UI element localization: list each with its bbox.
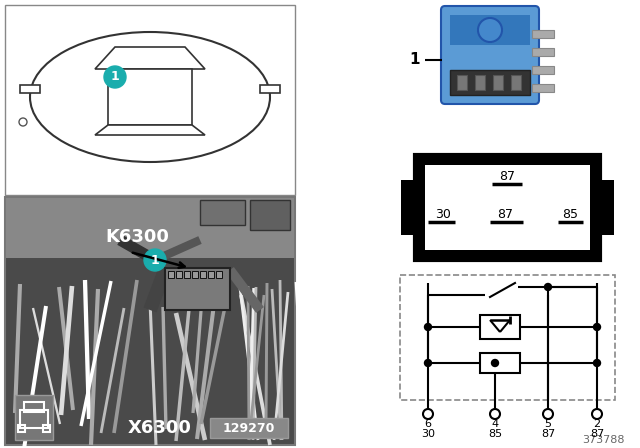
Text: 87: 87 — [499, 171, 515, 184]
Circle shape — [144, 249, 166, 271]
Text: K6300: K6300 — [105, 228, 169, 246]
Bar — [20, 410, 48, 428]
Bar — [493, 75, 503, 90]
Bar — [260, 85, 280, 93]
Text: 1: 1 — [410, 52, 420, 68]
Text: 2: 2 — [593, 419, 600, 429]
Bar — [192, 271, 198, 278]
Text: 1: 1 — [111, 70, 120, 83]
Bar — [457, 75, 467, 90]
Bar — [511, 75, 521, 90]
Circle shape — [492, 359, 499, 366]
Circle shape — [424, 359, 431, 366]
Text: 373788: 373788 — [582, 435, 625, 445]
Bar — [475, 75, 485, 90]
Text: 129270: 129270 — [223, 422, 275, 435]
Bar — [532, 30, 554, 38]
Bar — [5, 5, 295, 195]
Bar — [400, 275, 615, 400]
Bar — [480, 315, 520, 339]
Bar — [24, 402, 44, 412]
Polygon shape — [95, 47, 205, 69]
Bar — [200, 271, 206, 278]
Text: X6300: X6300 — [128, 419, 192, 437]
Text: 30: 30 — [421, 429, 435, 439]
Polygon shape — [95, 125, 205, 135]
Text: 1: 1 — [150, 254, 159, 267]
Bar — [532, 48, 554, 56]
Text: 6: 6 — [424, 419, 431, 429]
Bar — [168, 271, 174, 278]
Bar — [450, 70, 530, 95]
Circle shape — [478, 18, 502, 42]
Circle shape — [424, 323, 431, 331]
Bar — [208, 271, 214, 278]
Circle shape — [545, 284, 552, 290]
Text: 5: 5 — [545, 419, 552, 429]
Text: 87: 87 — [541, 429, 555, 439]
Text: 87: 87 — [590, 429, 604, 439]
Text: 85: 85 — [488, 429, 502, 439]
Circle shape — [543, 409, 553, 419]
Bar — [6, 198, 294, 258]
Circle shape — [104, 66, 126, 88]
Bar — [20, 85, 40, 93]
Circle shape — [593, 359, 600, 366]
Ellipse shape — [30, 32, 270, 162]
Circle shape — [423, 409, 433, 419]
Bar — [532, 66, 554, 74]
Bar — [15, 395, 53, 440]
Text: 30: 30 — [435, 208, 451, 221]
Bar — [18, 425, 25, 432]
Bar — [184, 271, 190, 278]
Bar — [600, 180, 614, 235]
Circle shape — [593, 323, 600, 331]
Bar — [5, 197, 295, 445]
Bar — [165, 268, 230, 310]
Bar — [210, 418, 288, 438]
Bar — [450, 15, 530, 45]
Bar — [216, 271, 222, 278]
FancyBboxPatch shape — [441, 6, 539, 104]
Bar — [401, 180, 415, 235]
Bar — [425, 165, 590, 250]
Bar — [176, 271, 182, 278]
Bar — [415, 155, 600, 260]
Polygon shape — [108, 69, 192, 125]
Text: 85: 85 — [562, 208, 578, 221]
Bar — [250, 200, 290, 230]
Bar — [480, 353, 520, 373]
Circle shape — [592, 409, 602, 419]
Circle shape — [19, 118, 27, 126]
Circle shape — [490, 409, 500, 419]
Bar — [532, 84, 554, 92]
Bar — [200, 200, 245, 225]
Bar — [43, 425, 50, 432]
Text: 87: 87 — [497, 208, 513, 221]
Text: 4: 4 — [492, 419, 499, 429]
